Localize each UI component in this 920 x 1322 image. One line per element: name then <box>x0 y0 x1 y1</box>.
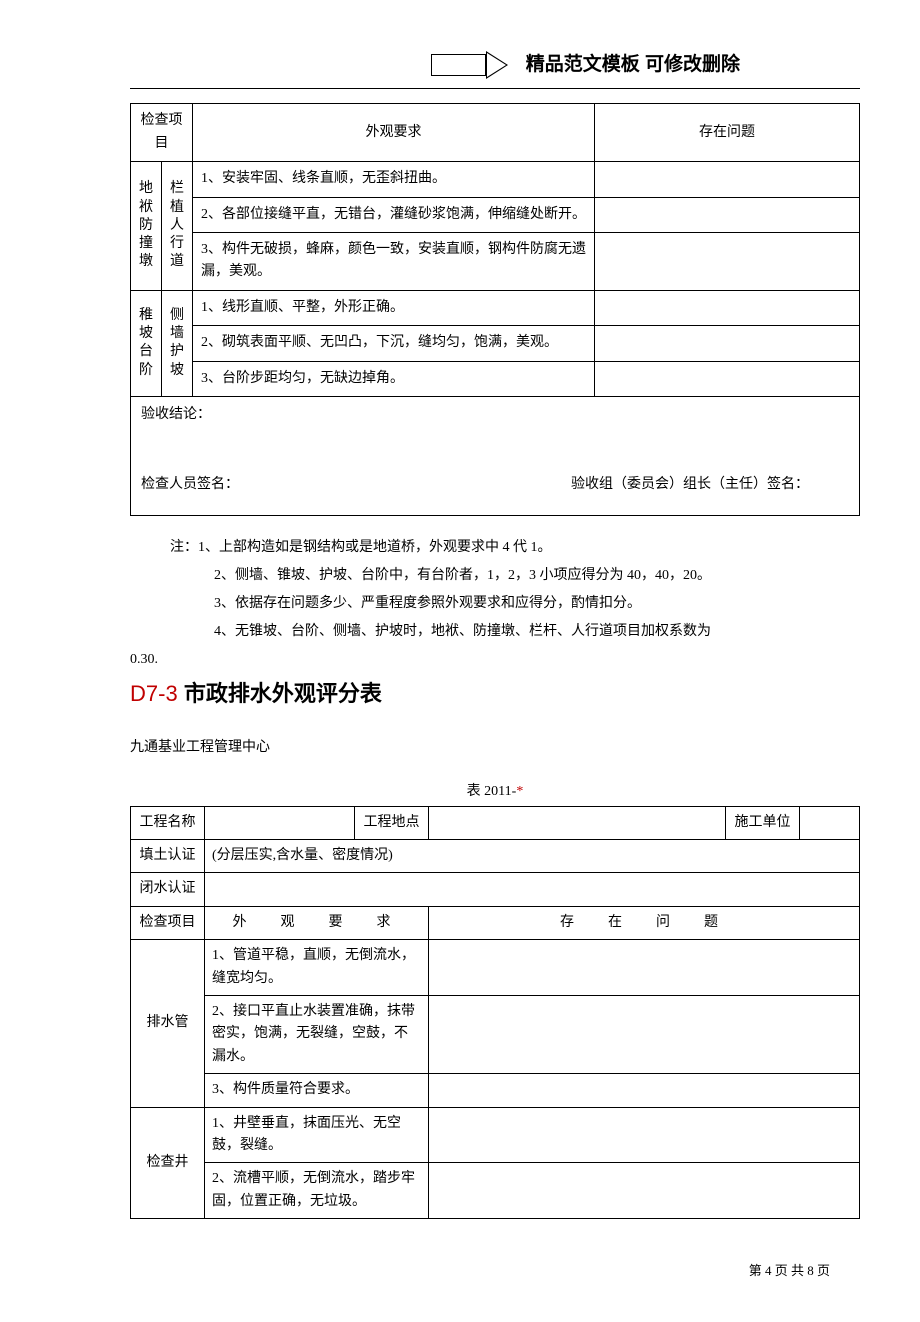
section-name: 市政排水外观评分表 <box>184 681 382 706</box>
section-code: D7-3 <box>130 681 178 706</box>
page-footer: 第 4 页 共 8 页 <box>130 1261 860 1282</box>
t2-r3-c2 <box>205 873 860 906</box>
t1-g1-p2 <box>595 197 860 232</box>
t2-r2-c2: (分层压实,含水量、密度情况) <box>205 840 860 873</box>
header-banner: 精品范文模板 可修改删除 <box>130 50 860 80</box>
t2-gA-r3: 3、构件质量符合要求。 <box>205 1074 429 1107</box>
t1-g1-r3: 3、构件无破损，蜂麻，颜色一致，安装直顺，钢构件防腐无遗漏，美观。 <box>193 232 595 290</box>
note-tail: 0.30. <box>130 646 860 674</box>
t2-gA-p1 <box>429 940 860 996</box>
t2-gB-p1 <box>429 1107 860 1163</box>
t1-hdr-prob: 存在问题 <box>595 104 860 162</box>
t2-r1-c1: 工程名称 <box>131 806 205 839</box>
t2-gB-p2 <box>429 1163 860 1219</box>
t2-r4-c1: 检查项目 <box>131 906 205 939</box>
banner-text: 精品范文模板 可修改删除 <box>526 50 740 80</box>
t2-gB-r1: 1、井壁垂直，抹面压光、无空鼓，裂缝。 <box>205 1107 429 1163</box>
arrow-icon <box>431 51 508 79</box>
t1-g2-right: 侧墙护坡 <box>162 290 193 396</box>
t2-gA-r2: 2、接口平直止水装置准确，抹带密实，饱满，无裂缝，空鼓，不漏水。 <box>205 996 429 1074</box>
sign-leader: 验收组（委员会）组长（主任）签名： <box>571 474 809 496</box>
table2-caption: 表 2011-* <box>130 781 860 803</box>
t1-g2-p1 <box>595 290 860 325</box>
t1-hdr-req: 外观要求 <box>193 104 595 162</box>
conclusion-block: 验收结论： 检查人员签名： 验收组（委员会）组长（主任）签名： <box>130 396 860 516</box>
t1-hdr-item: 检查项目 <box>131 104 193 162</box>
t1-g1-p1 <box>595 162 860 197</box>
t1-g1-r2: 2、各部位接缝平直，无错台，灌缝砂浆饱满，伸缩缝处断开。 <box>193 197 595 232</box>
org-name: 九通基业工程管理中心 <box>130 737 860 759</box>
t2-r3-c1: 闭水认证 <box>131 873 205 906</box>
note-3: 3、依据存在问题多少、严重程度参照外观要求和应得分，酌情扣分。 <box>170 590 860 618</box>
t1-g2-r2: 2、砌筑表面平顺、无凹凸，下沉，缝均匀，饱满，美观。 <box>193 326 595 361</box>
t2-r2-c1: 填土认证 <box>131 840 205 873</box>
conclusion-label: 验收结论： <box>141 404 849 426</box>
t2-r4-c3: 存 在 问 题 <box>429 906 860 939</box>
t1-g1-left: 地袱防撞墩 <box>131 162 162 291</box>
t2-r1-c3: 工程地点 <box>355 806 429 839</box>
t2-gB-r2: 2、流槽平顺，无倒流水，踏步牢固，位置正确，无垃圾。 <box>205 1163 429 1219</box>
t2-r1-c5: 施工单位 <box>726 806 800 839</box>
note-2: 2、侧墙、锥坡、护坡、台阶中，有台阶者，1，2，3 小项应得分为 40，40，2… <box>170 562 860 590</box>
inspection-table-2: 工程名称 工程地点 施工单位 填土认证 (分层压实,含水量、密度情况) 闭水认证… <box>130 806 860 1219</box>
t1-g1-r1: 1、安装牢固、线条直顺，无歪斜扭曲。 <box>193 162 595 197</box>
note-4: 4、无锥坡、台阶、侧墙、护坡时，地袱、防撞墩、栏杆、人行道项目加权系数为 <box>170 618 860 646</box>
t1-g2-p2 <box>595 326 860 361</box>
section-title: D7-3 市政排水外观评分表 <box>130 676 860 711</box>
t1-g1-right: 栏植人行道 <box>162 162 193 291</box>
t1-g2-left: 稚坡台阶 <box>131 290 162 396</box>
t1-g1-p3 <box>595 232 860 290</box>
t2-gA-p3 <box>429 1074 860 1107</box>
top-rule <box>130 88 860 89</box>
t1-g2-r3: 3、台阶步距均匀，无缺边掉角。 <box>193 361 595 396</box>
t2-r1-c4 <box>429 806 726 839</box>
notes: 注：1、上部构造如是钢结构或是地道桥，外观要求中 4 代 1。 2、侧墙、锥坡、… <box>130 534 860 674</box>
sign-inspector: 检查人员签名： <box>141 474 239 496</box>
t1-g2-r1: 1、线形直顺、平整，外形正确。 <box>193 290 595 325</box>
t2-r4-c2: 外 观 要 求 <box>205 906 429 939</box>
inspection-table-1: 检查项目 外观要求 存在问题 地袱防撞墩 栏植人行道 1、安装牢固、线条直顺，无… <box>130 103 860 397</box>
t2-r1-c6 <box>800 806 860 839</box>
t2-gA-p2 <box>429 996 860 1074</box>
t2-gB-label: 检查井 <box>131 1107 205 1219</box>
t2-gA-r1: 1、管道平稳，直顺，无倒流水，缝宽均匀。 <box>205 940 429 996</box>
t2-r1-c2 <box>205 806 355 839</box>
note-1: 注：1、上部构造如是钢结构或是地道桥，外观要求中 4 代 1。 <box>170 534 860 562</box>
t1-g2-p3 <box>595 361 860 396</box>
t2-gA-label: 排水管 <box>131 940 205 1107</box>
